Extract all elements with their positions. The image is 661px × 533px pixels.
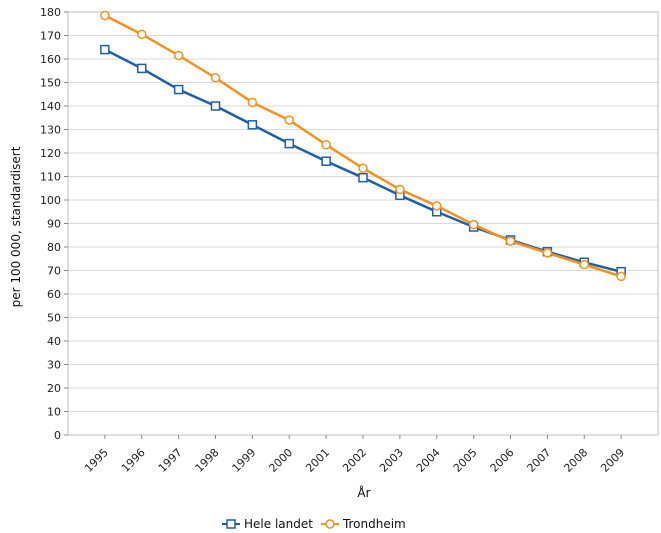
x-tick-label: 1998	[193, 446, 222, 475]
data-point	[173, 50, 184, 61]
y-tick-label: 40	[47, 335, 61, 348]
data-point	[358, 163, 368, 174]
data-point	[210, 73, 221, 83]
x-axis-label: År	[357, 485, 370, 500]
data-point	[137, 63, 147, 74]
x-tick-label: 2009	[598, 446, 627, 475]
data-point	[358, 172, 368, 183]
y-tick-label: 170	[40, 30, 61, 43]
y-tick-label: 120	[40, 147, 61, 160]
data-point	[321, 156, 331, 166]
data-point	[505, 236, 516, 246]
y-tick-label: 0	[54, 429, 61, 442]
data-point	[100, 10, 110, 21]
data-point	[616, 271, 626, 282]
data-point	[210, 101, 221, 111]
y-tick-label: 160	[40, 53, 61, 66]
series-trondheim	[100, 10, 626, 282]
y-tick-label: 90	[47, 218, 61, 231]
y-tick-label: 10	[47, 406, 61, 419]
data-point	[284, 138, 294, 149]
data-point	[395, 184, 405, 195]
legend-item: Trondheim	[320, 517, 406, 531]
legend-label: Hele landet	[244, 517, 313, 531]
y-tick-label: 130	[40, 124, 61, 137]
legend: Hele landet Trondheim	[222, 517, 406, 531]
y-axis-ticks: 0 10 20 30 40 50 60 70 80 90 100 110 120 130 140 150 160…	[40, 6, 68, 442]
x-tick-label: 1995	[82, 446, 111, 475]
data-point	[468, 219, 479, 230]
data-point	[432, 201, 442, 211]
legend-marker	[325, 519, 335, 529]
y-tick-label: 80	[47, 241, 61, 254]
x-tick-label: 2002	[340, 446, 369, 475]
y-tick-label: 20	[47, 382, 61, 395]
y-axis-label: per 100 000, standardisert	[9, 146, 23, 307]
legend-item: Hele landet	[222, 517, 313, 531]
data-point	[137, 29, 147, 40]
data-point	[100, 44, 110, 55]
x-tick-label: 2008	[561, 446, 590, 475]
y-tick-label: 180	[40, 6, 61, 19]
legend-marker	[226, 519, 236, 529]
x-tick-label: 1997	[156, 446, 185, 475]
y-tick-label: 140	[40, 100, 61, 113]
x-tick-label: 1996	[119, 446, 148, 475]
y-tick-label: 110	[40, 171, 61, 184]
y-tick-label: 150	[40, 77, 61, 90]
data-point	[579, 259, 589, 270]
x-axis-ticks: 1995 1996 1997 1998 1999 2000 2001 2002 2003 2004…	[82, 435, 627, 475]
series-hele-landet	[100, 44, 626, 277]
grid-lines	[68, 11, 658, 412]
data-point	[247, 120, 258, 130]
y-tick-label: 30	[47, 359, 61, 372]
y-tick-label: 60	[47, 288, 61, 301]
series-layer	[100, 10, 626, 282]
data-point	[321, 140, 331, 150]
data-point	[247, 97, 258, 108]
legend-label: Trondheim	[342, 517, 406, 531]
x-tick-label: 2006	[488, 446, 517, 475]
x-tick-label: 2004	[414, 446, 443, 475]
y-tick-label: 100	[40, 194, 61, 207]
data-point	[173, 84, 184, 95]
data-point	[284, 115, 294, 125]
x-tick-label: 2007	[525, 446, 554, 475]
y-tick-label: 70	[47, 265, 61, 278]
x-tick-label: 2000	[266, 446, 295, 475]
x-tick-label: 2003	[377, 446, 406, 475]
y-tick-label: 50	[47, 312, 61, 325]
x-tick-label: 2005	[451, 446, 480, 475]
x-tick-label: 2001	[303, 446, 332, 475]
x-tick-label: 1999	[230, 446, 259, 475]
data-point	[542, 248, 553, 258]
